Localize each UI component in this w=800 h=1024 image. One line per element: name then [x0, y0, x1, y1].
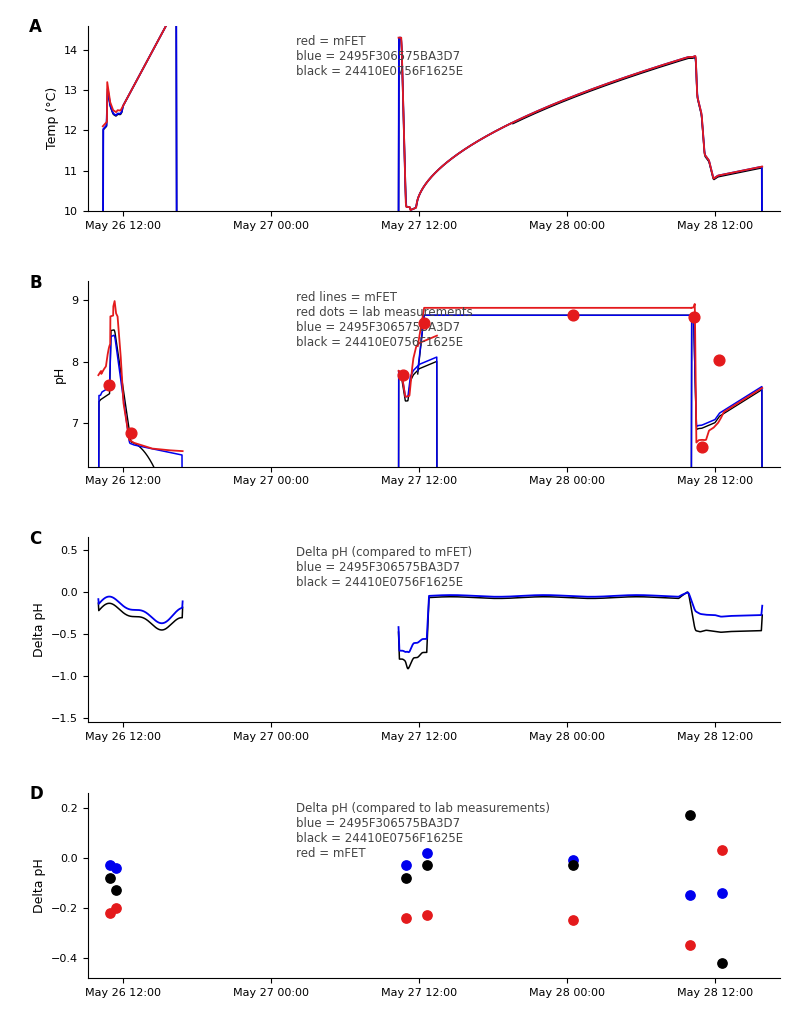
Text: B: B: [29, 273, 42, 292]
Text: C: C: [29, 529, 42, 548]
Point: [102, 377, 115, 393]
Point: [125, 424, 138, 440]
Point: [418, 315, 430, 332]
Point: [104, 869, 117, 886]
Point: [716, 954, 729, 971]
Point: [110, 882, 122, 898]
Text: red lines = mFET
red dots = lab measurements
blue = 2495F306575BA3D7
black = 244: red lines = mFET red dots = lab measurem…: [296, 291, 472, 348]
Y-axis label: Temp (°C): Temp (°C): [46, 87, 58, 150]
Point: [110, 859, 122, 876]
Text: D: D: [29, 785, 43, 803]
Point: [110, 900, 122, 916]
Point: [713, 352, 726, 369]
Point: [420, 857, 433, 873]
Point: [716, 842, 729, 858]
Y-axis label: Delta pH: Delta pH: [33, 858, 46, 912]
Point: [399, 869, 412, 886]
Text: Delta pH (compared to lab measurements)
blue = 2495F306575BA3D7
black = 24410E07: Delta pH (compared to lab measurements) …: [296, 802, 550, 860]
Point: [104, 904, 117, 921]
Point: [399, 857, 412, 873]
Text: A: A: [29, 18, 42, 36]
Point: [683, 807, 696, 823]
Point: [399, 909, 412, 926]
Y-axis label: Delta pH: Delta pH: [33, 602, 46, 657]
Point: [566, 857, 579, 873]
Point: [420, 907, 433, 924]
Point: [683, 937, 696, 953]
Point: [104, 857, 117, 873]
Point: [716, 885, 729, 901]
Point: [566, 852, 579, 868]
Point: [566, 912, 579, 929]
Y-axis label: pH: pH: [53, 366, 66, 383]
Text: red = mFET
blue = 2495F306575BA3D7
black = 24410E0756F1625E: red = mFET blue = 2495F306575BA3D7 black…: [296, 35, 462, 78]
Text: Delta pH (compared to mFET)
blue = 2495F306575BA3D7
black = 24410E0756F1625E: Delta pH (compared to mFET) blue = 2495F…: [296, 546, 472, 589]
Point: [695, 438, 708, 455]
Point: [420, 845, 433, 861]
Point: [683, 887, 696, 903]
Point: [687, 309, 700, 326]
Point: [566, 307, 579, 324]
Point: [397, 367, 410, 383]
